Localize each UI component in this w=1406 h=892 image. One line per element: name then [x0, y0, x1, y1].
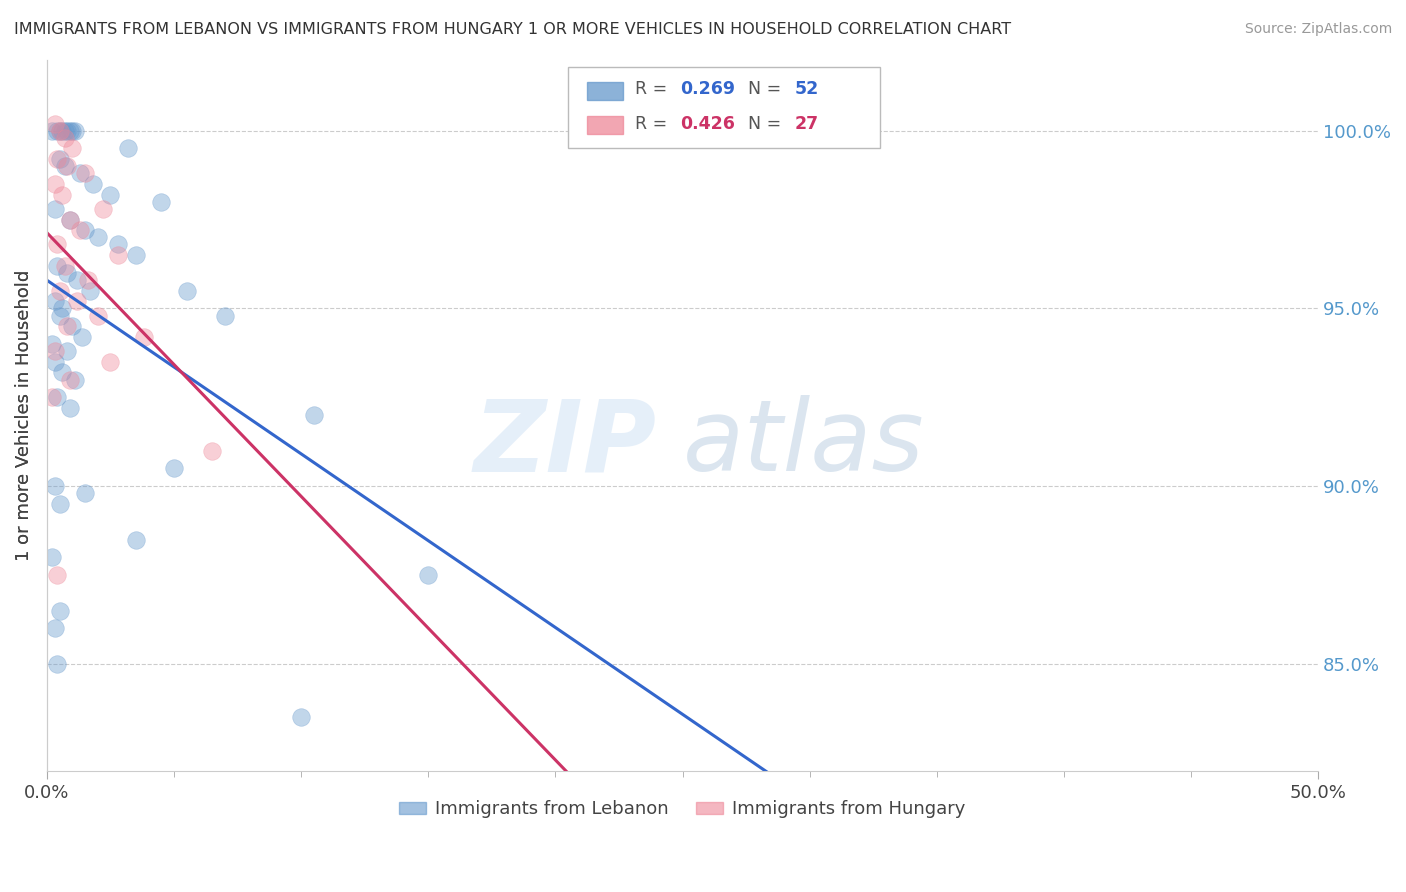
Point — [44, 355, 66, 369]
Point — [60, 141, 83, 155]
Point — [46, 259, 69, 273]
Point — [59, 212, 82, 227]
Point — [73, 223, 96, 237]
Point — [48, 124, 70, 138]
Text: 52: 52 — [794, 79, 818, 98]
Y-axis label: 1 or more Vehicles in Household: 1 or more Vehicles in Household — [15, 269, 32, 561]
Point — [46, 657, 69, 671]
Point — [418, 568, 440, 582]
Point — [56, 344, 79, 359]
Legend: Immigrants from Lebanon, Immigrants from Hungary: Immigrants from Lebanon, Immigrants from… — [392, 793, 973, 826]
Point — [56, 124, 79, 138]
Text: 0.269: 0.269 — [681, 79, 735, 98]
Point — [53, 124, 76, 138]
Point — [290, 710, 312, 724]
Text: atlas: atlas — [682, 395, 924, 492]
Point — [60, 319, 83, 334]
Point — [48, 604, 70, 618]
Point — [87, 230, 110, 244]
Point — [46, 237, 69, 252]
Point — [69, 166, 91, 180]
Text: N =: N = — [737, 114, 787, 133]
Text: 0.426: 0.426 — [681, 114, 735, 133]
Point — [48, 284, 70, 298]
Point — [73, 486, 96, 500]
Point — [59, 212, 82, 227]
Point — [41, 337, 63, 351]
Point — [44, 479, 66, 493]
Point — [46, 390, 69, 404]
Point — [48, 124, 70, 138]
Point — [44, 622, 66, 636]
Point — [66, 294, 89, 309]
Point — [82, 177, 104, 191]
Point — [87, 309, 110, 323]
Point — [44, 117, 66, 131]
Point — [107, 237, 129, 252]
Point — [41, 550, 63, 565]
Point — [72, 330, 94, 344]
Point — [48, 152, 70, 166]
Point — [51, 187, 73, 202]
Point — [56, 319, 79, 334]
Point — [51, 366, 73, 380]
Point — [48, 497, 70, 511]
Point — [100, 187, 122, 202]
Point — [51, 124, 73, 138]
Text: IMMIGRANTS FROM LEBANON VS IMMIGRANTS FROM HUNGARY 1 OR MORE VEHICLES IN HOUSEHO: IMMIGRANTS FROM LEBANON VS IMMIGRANTS FR… — [14, 22, 1011, 37]
Text: ZIP: ZIP — [474, 395, 657, 492]
Text: N =: N = — [737, 79, 787, 98]
Point — [73, 166, 96, 180]
Point — [46, 568, 69, 582]
Point — [132, 330, 155, 344]
Point — [100, 355, 122, 369]
Point — [48, 309, 70, 323]
Point — [150, 194, 173, 209]
Point — [125, 248, 148, 262]
Point — [53, 259, 76, 273]
Point — [56, 159, 79, 173]
Point — [69, 223, 91, 237]
Point — [59, 373, 82, 387]
Point — [44, 294, 66, 309]
Point — [76, 273, 98, 287]
Text: R =: R = — [636, 114, 673, 133]
Point — [176, 284, 198, 298]
Point — [44, 177, 66, 191]
Point — [46, 124, 69, 138]
Point — [63, 124, 86, 138]
Point — [44, 202, 66, 216]
FancyBboxPatch shape — [588, 116, 623, 135]
Point — [117, 141, 139, 155]
Point — [302, 408, 325, 422]
Point — [41, 390, 63, 404]
Point — [107, 248, 129, 262]
Point — [51, 301, 73, 316]
Point — [53, 131, 76, 145]
Point — [59, 124, 82, 138]
Point — [214, 309, 236, 323]
Point — [44, 344, 66, 359]
Point — [91, 202, 114, 216]
Point — [125, 533, 148, 547]
Point — [63, 373, 86, 387]
Point — [66, 273, 89, 287]
Point — [41, 124, 63, 138]
FancyBboxPatch shape — [568, 67, 880, 148]
Text: 27: 27 — [794, 114, 818, 133]
Point — [163, 461, 186, 475]
Point — [201, 443, 224, 458]
Point — [59, 401, 82, 415]
Point — [56, 266, 79, 280]
Point — [46, 152, 69, 166]
Point — [79, 284, 101, 298]
FancyBboxPatch shape — [588, 82, 623, 100]
Text: R =: R = — [636, 79, 673, 98]
Text: Source: ZipAtlas.com: Source: ZipAtlas.com — [1244, 22, 1392, 37]
Point — [53, 159, 76, 173]
Point — [60, 124, 83, 138]
Y-axis label: 1 or more Vehicles in Household: 1 or more Vehicles in Household — [15, 269, 32, 561]
